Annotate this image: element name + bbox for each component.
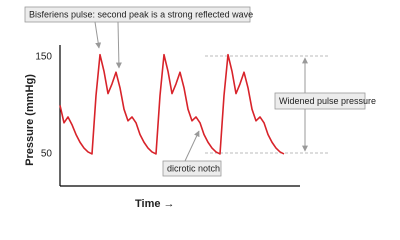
annotation: Bisferiens pulse: second peak is a stron… xyxy=(29,9,253,19)
y-tick-label: 150 xyxy=(35,51,52,62)
arrow xyxy=(94,21,102,49)
chart: Pressure (mmHg) Time → Bisferiens pulse:… xyxy=(24,6,376,210)
annotation-box xyxy=(162,160,222,177)
y-axis-label: Pressure (mmHg) xyxy=(24,74,36,166)
y-tick-label: 50 xyxy=(41,149,53,160)
page: Pressure (mmHg) Time → Bisferiens pulse:… xyxy=(23,6,377,210)
arrow xyxy=(115,21,122,69)
pressure-line xyxy=(59,53,285,155)
annotation: dicrotic notch xyxy=(167,163,220,173)
annotation-box xyxy=(274,92,366,110)
annotation: Widened pulse pressure xyxy=(279,96,376,106)
arrow xyxy=(184,130,200,162)
annotation-box xyxy=(24,6,251,23)
x-axis-label: Time → xyxy=(135,198,175,210)
